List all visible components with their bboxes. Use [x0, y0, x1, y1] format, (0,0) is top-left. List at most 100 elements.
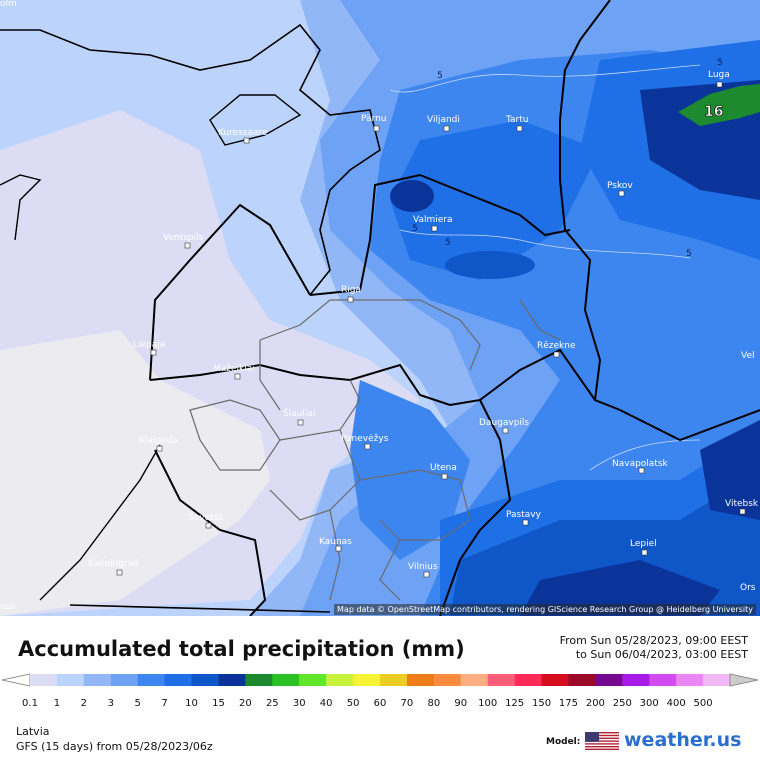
precip-contour	[399, 229, 691, 259]
scale-swatch	[406, 674, 435, 686]
city-label: Šiauliai	[283, 407, 315, 419]
map-canvas: Kuressaare Pärnu Viljandi Tartu Luga Psk…	[0, 0, 760, 616]
scale-tick-label: 70	[401, 698, 414, 709]
scale-tick-label: 2	[81, 698, 87, 709]
city-label: Kuressaare	[218, 128, 268, 138]
city-label: Navapolatsk	[612, 459, 669, 469]
brand-logo[interactable]: weather.us	[624, 729, 741, 751]
precip-zone-very-heavy-6	[520, 560, 720, 616]
scale-swatch	[218, 674, 246, 686]
scale-swatch	[137, 674, 166, 686]
city-label: Pastavy	[506, 510, 542, 520]
scale-swatch	[164, 674, 193, 686]
scale-arrow-right	[729, 673, 759, 687]
precip-contour	[389, 64, 701, 93]
time-range: From Sun 05/28/2023, 09:00 EEST to Sun 0…	[560, 634, 748, 662]
precip-zone-green	[678, 84, 760, 126]
coastline-curonian	[39, 444, 161, 601]
scale-tick-label: 400	[667, 698, 686, 709]
scale-swatch	[326, 674, 354, 686]
precip-zone-very-heavy-3	[390, 180, 434, 212]
coastline-west	[0, 174, 42, 241]
scale-swatch	[433, 674, 462, 686]
city-label: Luga	[708, 70, 730, 80]
scale-tick-label: 5	[135, 698, 141, 709]
border-belarus	[479, 348, 760, 442]
scale-swatch	[56, 674, 85, 686]
scale-tick-label: 40	[320, 698, 333, 709]
precip-zone-heavy	[390, 120, 600, 280]
scale-tick-label: 200	[586, 698, 605, 709]
city-labels: Kuressaare Pärnu Viljandi Tartu Luga Psk…	[0, 0, 759, 612]
scale-swatch	[595, 674, 623, 686]
island-saaremaa	[209, 94, 302, 146]
city-markers	[116, 81, 746, 578]
city-label: Vilnius	[408, 562, 438, 572]
city-label-partial: Vel	[741, 351, 755, 361]
precip-contour	[589, 439, 701, 471]
scale-tick-label: 1	[54, 698, 60, 709]
scale-tick-label: 20	[239, 698, 252, 709]
contour-labels: 5 5 5 5 5	[412, 58, 723, 259]
scale-tick-label: 60	[374, 698, 387, 709]
city-label-partial: olm	[0, 0, 17, 9]
time-range-to: to Sun 06/04/2023, 03:00 EEST	[575, 648, 748, 661]
scale-tick-label: 10	[185, 698, 198, 709]
scale-tick-label: 250	[613, 698, 632, 709]
scale-swatch	[676, 674, 704, 686]
border-south	[69, 604, 331, 613]
city-label: Utena	[430, 463, 457, 473]
scale-tick-label: 7	[161, 698, 167, 709]
admin-borders	[189, 299, 561, 601]
city-label: Vitebsk	[725, 499, 759, 509]
city-label: Kaunas	[319, 537, 352, 547]
city-label: Lepiel	[630, 539, 657, 549]
region-name: Latvia	[16, 725, 50, 738]
scale-arrow-left	[1, 673, 31, 687]
contour-label: 5	[686, 249, 692, 259]
city-label-partial: nsk	[0, 602, 16, 612]
scale-swatch	[649, 674, 677, 686]
chart-title: Accumulated total precipitation (mm)	[18, 637, 465, 661]
scale-swatch	[380, 674, 408, 686]
scale-swatch	[703, 674, 731, 686]
border-west-latvia	[149, 203, 311, 381]
scale-swatch	[30, 674, 58, 686]
contour-label: 5	[412, 224, 418, 234]
city-label: Klaipeda	[139, 436, 178, 446]
scale-swatch	[272, 674, 300, 686]
city-label: Sovetsk	[188, 513, 224, 523]
precipitation-map[interactable]: Kuressaare Pärnu Viljandi Tartu Luga Psk…	[0, 0, 760, 616]
city-label: Valmiera	[413, 215, 453, 225]
scale-tick-label: 50	[347, 698, 360, 709]
scale-swatch	[191, 674, 219, 686]
scale-tick-label: 0.1	[22, 698, 38, 709]
city-label: Daugavpils	[479, 418, 529, 428]
city-label: Pärnu	[361, 114, 387, 124]
precip-zone-very-heavy-2	[445, 251, 535, 279]
city-label: Rēzekne	[537, 341, 576, 351]
scale-swatch	[487, 674, 516, 686]
model-label: Model:	[546, 737, 581, 747]
precip-zone-strong-2	[350, 380, 470, 560]
scale-tick-label: 15	[212, 698, 225, 709]
model-run-info: GFS (15 days) from 05/28/2023/06z	[16, 740, 213, 753]
scale-swatch	[245, 674, 273, 686]
city-label: Panevėžys	[341, 434, 389, 444]
contour-label: 5	[437, 71, 443, 81]
coastline	[0, 23, 381, 296]
scale-tick-label: 80	[427, 698, 440, 709]
precip-zone-very-heavy-5	[700, 420, 760, 520]
city-label: Kaliningrad	[88, 559, 139, 569]
color-scale: 0.1 1 2 3 5 7 10 15 20 25 30 40 50 60 70 80 90 100 125 150 1…	[1, 673, 759, 709]
scale-tick-label: 300	[640, 698, 659, 709]
scale-tick-label: 125	[505, 698, 524, 709]
scale-swatch	[568, 674, 596, 686]
city-label: Viljandi	[427, 115, 460, 125]
precip-zone-minimal	[0, 330, 270, 616]
city-label: Pskov	[607, 181, 633, 191]
max-value-label: 16	[704, 104, 723, 120]
map-attribution: Map data © OpenStreetMap contributors, r…	[334, 604, 756, 615]
scale-swatch	[353, 674, 381, 686]
scale-swatch	[514, 674, 543, 686]
